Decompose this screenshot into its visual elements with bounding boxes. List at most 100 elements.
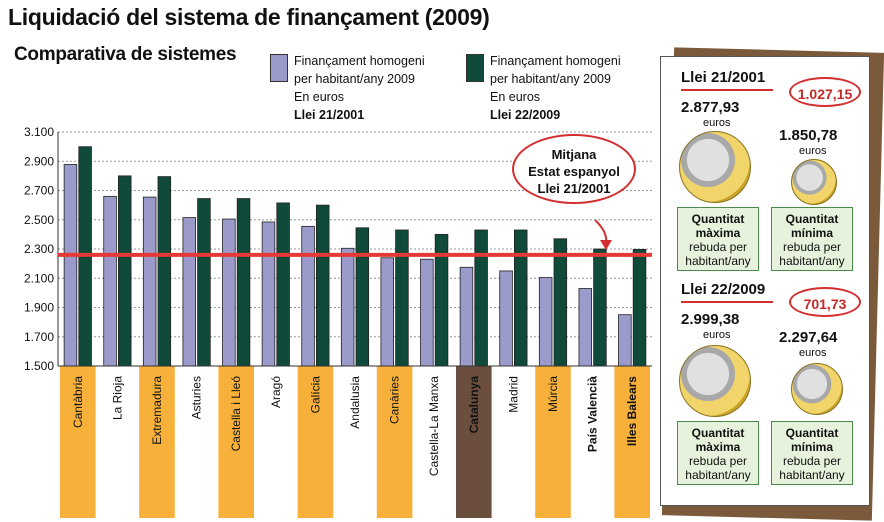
category-band [376, 366, 413, 518]
bar-2009 [276, 202, 290, 367]
box-line: Quantitat [785, 426, 839, 440]
category-label: Castella i Lleó [229, 376, 243, 452]
legend-line: En euros [294, 90, 345, 104]
category-label: Castella-La Manxa [427, 376, 441, 476]
side-panel: Llei 21/2001 1.027,15 2.877,93 euros 1.8… [660, 56, 870, 506]
box-line: mínima [790, 440, 833, 454]
y-tick-label: 2.700 [24, 184, 54, 198]
legend-line: Finançament homogeni [294, 54, 425, 68]
euro-coin-large-icon [679, 131, 751, 203]
law2-max-box: Quantitat màxima rebuda per habitant/any [677, 421, 759, 485]
law2-min-box: Quantitat mínima rebuda per habitant/any [771, 421, 853, 485]
callout-line: Mitjana [551, 147, 597, 162]
category-band [218, 366, 254, 518]
legend-line: per habitant/any 2009 [294, 72, 415, 86]
bar-2001 [301, 225, 315, 367]
euro-coin-small-icon [791, 363, 843, 415]
box-line: mínima [790, 226, 833, 240]
average-callout: Mitjana Estat espanyol Llei 21/2001 [512, 134, 636, 204]
callout-arrow-head [600, 240, 612, 250]
y-tick-label: 2.900 [24, 154, 54, 168]
bar-2009 [593, 248, 607, 367]
bar-2001 [103, 195, 117, 367]
category-band [535, 366, 571, 518]
legend-line: per habitant/any 2009 [490, 72, 611, 86]
bar-2009 [118, 175, 132, 367]
box-line: rebuda per [688, 454, 748, 468]
law2-underline [681, 301, 773, 303]
category-label: Extremadura [150, 376, 164, 445]
category-label: Illes Balears [625, 376, 639, 446]
category-label: Asturies [190, 376, 204, 419]
chart-title: Liquidació del sistema de finançament (2… [8, 4, 490, 30]
category-label: País Valencià [586, 376, 600, 452]
law2-max-amount: 2.999,38 [681, 311, 740, 328]
legend-law: Llei 22/2009 [490, 108, 561, 122]
bar-2001 [142, 196, 157, 367]
box-line: habitant/any [685, 468, 751, 482]
bar-2001 [420, 258, 434, 367]
law1-min-unit: euros [799, 145, 827, 157]
bar-2001 [499, 270, 513, 367]
category-label: Múrcia [546, 376, 560, 412]
y-tick-label: 1.700 [24, 330, 54, 344]
bar-2009 [315, 204, 330, 367]
bar-2009 [236, 198, 251, 367]
bar-2001 [380, 257, 395, 367]
legend-line: Finançament homogeni [490, 54, 621, 68]
legend-line: En euros [490, 90, 541, 104]
bar-2001 [459, 266, 474, 367]
y-tick-label: 1.900 [24, 301, 54, 315]
law1-max-amount: 2.877,93 [681, 99, 740, 116]
law2-min-unit: euros [799, 347, 827, 359]
box-line: rebuda per [782, 240, 842, 254]
bar-2001 [63, 164, 78, 367]
law2-title: Llei 22/2009 [681, 281, 766, 298]
category-band [456, 366, 492, 518]
bar-2009 [157, 176, 172, 367]
category-label: La Rioja [110, 376, 124, 420]
bar-2009 [395, 229, 409, 367]
box-line: habitant/any [685, 254, 751, 268]
bar-2009 [197, 198, 211, 367]
law1-title: Llei 21/2001 [681, 69, 766, 86]
category-band [139, 366, 175, 518]
bar-2001 [538, 277, 553, 367]
box-line: Quantitat [785, 212, 839, 226]
law1-max-unit: euros [703, 117, 731, 129]
category-label: Catalunya [467, 376, 481, 434]
box-line: habitant/any [779, 468, 845, 482]
law1-min-amount: 1.850,78 [779, 127, 838, 144]
category-label: Aragó [269, 376, 283, 408]
bar-chart: 3.100 2.900 2.700 2.500 2.300 2.100 1.900 1.700… [24, 125, 652, 518]
category-label: Galícia [308, 376, 322, 414]
legend-text-2001: Finançament homogeni per habitant/any 20… [294, 52, 425, 124]
callout-line: Estat espanyol [528, 164, 620, 179]
bar-2009 [355, 227, 370, 367]
law2-max-unit: euros [703, 329, 731, 341]
y-tick-label: 3.100 [24, 125, 54, 139]
box-line: Quantitat [691, 212, 745, 226]
category-band [297, 366, 334, 518]
bar-2001 [340, 247, 355, 367]
bar-2001 [578, 288, 592, 367]
category-label: Andalusia [348, 376, 362, 429]
bar-2001 [618, 314, 632, 367]
box-line: Quantitat [691, 426, 745, 440]
law2-difference-badge: 701,73 [789, 287, 861, 317]
category-band [60, 366, 96, 518]
y-tick-label: 2.500 [24, 213, 54, 227]
bar-2001 [261, 221, 276, 367]
category-band [614, 366, 650, 518]
y-tick-label: 1.500 [24, 359, 54, 373]
box-line: màxima [695, 440, 741, 454]
bar-2009 [514, 229, 528, 367]
law1-underline [681, 89, 773, 91]
bar-2009 [632, 248, 647, 367]
euro-coin-large-icon [679, 345, 751, 417]
legend-text-2009: Finançament homogeni per habitant/any 20… [490, 52, 621, 124]
chart-subtitle: Comparativa de sistemes [14, 44, 237, 65]
y-tick-label: 2.300 [24, 242, 54, 256]
legend-swatch-2001 [270, 54, 288, 82]
bar-2009 [553, 238, 568, 367]
